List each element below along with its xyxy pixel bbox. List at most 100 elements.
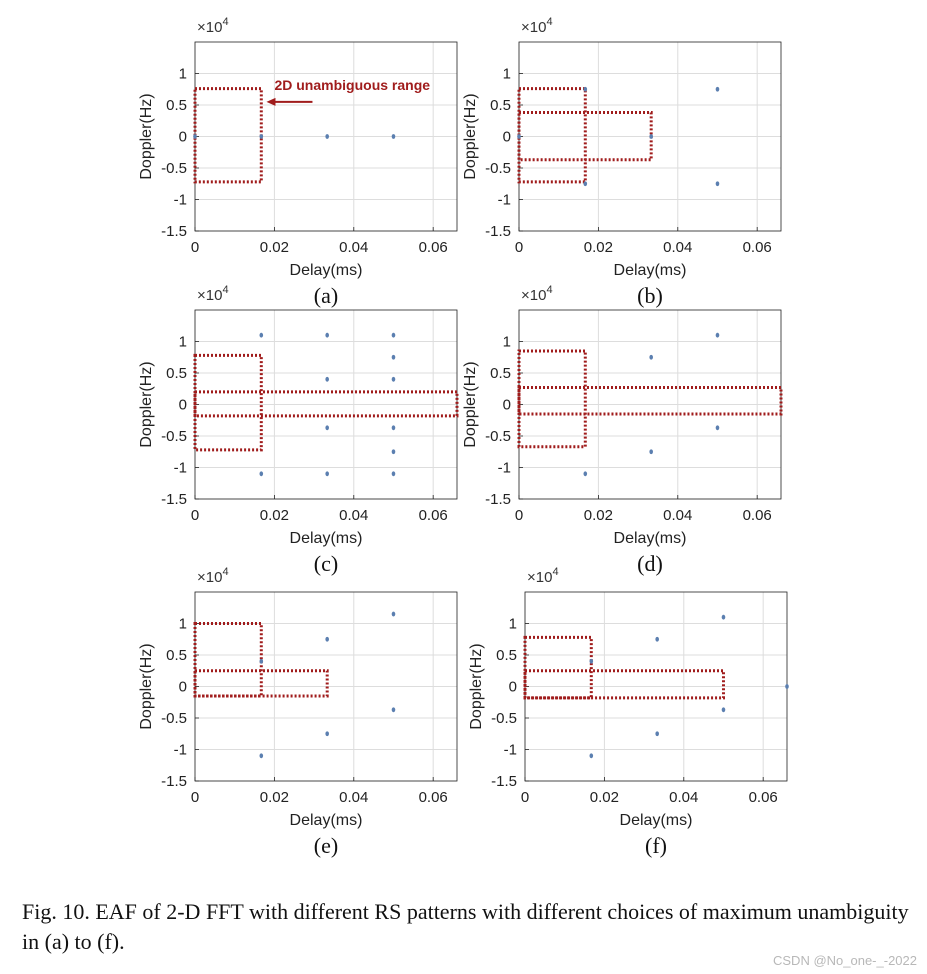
unambiguous-region: [193, 390, 459, 418]
y-tick-label: -1: [504, 742, 517, 759]
unambiguous-region: [193, 622, 263, 698]
x-axis-label: Delay(ms): [290, 530, 363, 547]
data-point: [715, 425, 720, 431]
y-tick-label: 0.5: [166, 365, 187, 382]
y-axis-label: Doppler(Hz): [462, 361, 479, 447]
data-point: [391, 376, 396, 382]
x-axis-label: Delay(ms): [290, 812, 363, 829]
panel-label: (a): [314, 283, 338, 308]
y-tick-label: -0.5: [161, 710, 187, 727]
data-point: [259, 332, 264, 338]
data-point: [391, 354, 396, 360]
y-tick-label: -1: [174, 460, 187, 477]
y-exponent-label: ×104: [527, 566, 559, 586]
y-tick-label: 0: [503, 397, 511, 414]
panel-4: 0 0.02 0.04 0.06 1 0.5 0 -0.5 -1 -1.5 ×104 Delay(ms…: [462, 284, 783, 576]
data-point: [325, 376, 329, 382]
data-point: [325, 134, 329, 139]
y-tick-label: 0.5: [496, 647, 517, 664]
y-tick-label: -1.5: [161, 223, 187, 240]
x-axis-label: Delay(ms): [614, 530, 687, 547]
data-point: [391, 707, 396, 713]
x-tick-label: 0: [191, 239, 199, 256]
y-exponent-label: ×104: [521, 16, 553, 36]
panel-label: (b): [637, 283, 663, 308]
y-tick-label: 0.5: [490, 97, 511, 114]
y-axis-label: Doppler(Hz): [138, 361, 155, 447]
data-point: [391, 471, 396, 477]
y-axis-label: Doppler(Hz): [462, 93, 479, 179]
x-axis-label: Delay(ms): [620, 812, 693, 829]
annotation-arrow-head: [266, 97, 276, 106]
unambiguous-region: [193, 669, 329, 698]
y-exponent-label: ×104: [197, 284, 229, 304]
x-tick-label: 0.02: [584, 507, 613, 524]
panel-2: 0 0.02 0.04 0.06 1 0.5 0 -0.5 -1 -1.5 ×104 Delay(ms…: [462, 16, 782, 308]
x-tick-label: 0: [191, 507, 199, 524]
panel-label: (f): [645, 833, 667, 858]
x-tick-label: 0.06: [749, 789, 778, 806]
y-tick-label: -0.5: [491, 710, 517, 727]
y-tick-label: -1: [498, 460, 511, 477]
x-tick-label: 0.02: [590, 789, 619, 806]
x-tick-label: 0: [515, 239, 523, 256]
x-tick-label: 0: [521, 789, 529, 806]
unambiguous-region: [523, 635, 593, 700]
data-point: [655, 731, 659, 737]
y-tick-label: 1: [503, 66, 511, 83]
data-point: [715, 332, 720, 338]
eaf-figure: 0 0.02 0.04 0.06 1 0.5 0 -0.5 -1 -1.5 ×104 Delay(ms…: [138, 16, 789, 858]
y-tick-label: -1: [174, 742, 187, 759]
data-point: [649, 134, 653, 139]
data-point: [715, 86, 720, 92]
y-tick-label: -0.5: [161, 160, 187, 177]
x-tick-label: 0.04: [339, 507, 368, 524]
data-point: [391, 332, 396, 338]
panel-label: (c): [314, 551, 338, 576]
data-point: [655, 636, 659, 642]
data-point: [649, 449, 653, 455]
x-axis-label: Delay(ms): [614, 262, 687, 279]
unambiguous-region: [517, 385, 783, 416]
data-point: [325, 471, 329, 477]
panel-6: 0 0.02 0.04 0.06 1 0.5 0 -0.5 -1 -1.5 ×104 Delay(ms…: [468, 566, 789, 858]
x-tick-label: 0: [515, 507, 523, 524]
data-point: [325, 332, 329, 338]
y-tick-label: 1: [179, 616, 187, 633]
data-point: [325, 636, 329, 642]
data-point: [517, 134, 521, 139]
data-point: [391, 134, 396, 139]
y-tick-label: 0: [509, 679, 517, 696]
figure-caption: Fig. 10. EAF of 2-D FFT with different R…: [22, 899, 909, 954]
data-point: [391, 611, 396, 617]
y-tick-label: 0: [179, 397, 187, 414]
panel-3: 0 0.02 0.04 0.06 1 0.5 0 -0.5 -1 -1.5 ×104 Delay(ms…: [138, 284, 459, 576]
y-exponent-label: ×104: [521, 284, 553, 304]
panel-5: 0 0.02 0.04 0.06 1 0.5 0 -0.5 -1 -1.5 ×104 Delay(ms…: [138, 566, 458, 858]
x-tick-label: 0.04: [669, 789, 698, 806]
x-axis-label: Delay(ms): [290, 262, 363, 279]
data-point: [259, 471, 264, 477]
x-tick-label: 0.04: [339, 239, 368, 256]
y-tick-label: -0.5: [161, 428, 187, 445]
data-point: [649, 354, 653, 360]
data-point: [391, 425, 396, 431]
data-point: [583, 181, 588, 187]
data-point: [325, 425, 329, 431]
y-tick-label: -1.5: [485, 223, 511, 240]
annotation-text: 2D unambiguous range: [274, 77, 430, 93]
y-tick-label: -1: [174, 192, 187, 209]
data-point: [193, 134, 197, 139]
data-point: [589, 753, 594, 759]
x-tick-label: 0.04: [663, 239, 692, 256]
y-axis-label: Doppler(Hz): [468, 643, 485, 729]
unambiguous-region: [517, 349, 587, 449]
y-tick-label: 0.5: [490, 365, 511, 382]
x-tick-label: 0.02: [260, 789, 289, 806]
data-point: [259, 134, 264, 139]
y-tick-label: -0.5: [485, 428, 511, 445]
x-tick-label: 0.06: [419, 507, 448, 524]
y-tick-label: 1: [179, 66, 187, 83]
y-tick-label: 0: [179, 679, 187, 696]
data-point: [589, 658, 594, 664]
